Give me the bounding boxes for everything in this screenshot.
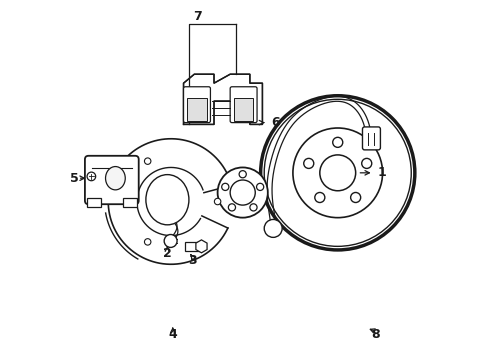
Text: 4: 4 <box>168 328 177 341</box>
Circle shape <box>214 198 221 205</box>
Circle shape <box>230 180 255 205</box>
Circle shape <box>144 158 151 165</box>
Text: 3: 3 <box>188 254 196 267</box>
Bar <box>122 198 137 207</box>
Ellipse shape <box>105 167 125 190</box>
FancyBboxPatch shape <box>362 127 380 150</box>
Text: 1: 1 <box>376 166 385 179</box>
Circle shape <box>144 239 151 245</box>
Ellipse shape <box>145 175 188 225</box>
Polygon shape <box>183 74 262 125</box>
Circle shape <box>217 167 267 218</box>
Bar <box>184 242 200 251</box>
FancyBboxPatch shape <box>85 156 139 204</box>
Circle shape <box>249 204 257 211</box>
Circle shape <box>221 183 228 190</box>
Circle shape <box>228 204 235 211</box>
Text: 2: 2 <box>163 247 171 260</box>
Bar <box>86 198 101 207</box>
Text: 8: 8 <box>370 328 379 341</box>
Text: 7: 7 <box>193 10 202 23</box>
Text: 6: 6 <box>271 116 280 129</box>
Circle shape <box>239 171 246 178</box>
FancyBboxPatch shape <box>183 87 210 123</box>
Circle shape <box>164 234 177 247</box>
Circle shape <box>87 172 96 181</box>
FancyBboxPatch shape <box>230 87 257 123</box>
Polygon shape <box>187 98 206 121</box>
Polygon shape <box>233 98 253 121</box>
Circle shape <box>264 220 282 237</box>
Text: 5: 5 <box>70 172 79 185</box>
Circle shape <box>256 183 263 190</box>
